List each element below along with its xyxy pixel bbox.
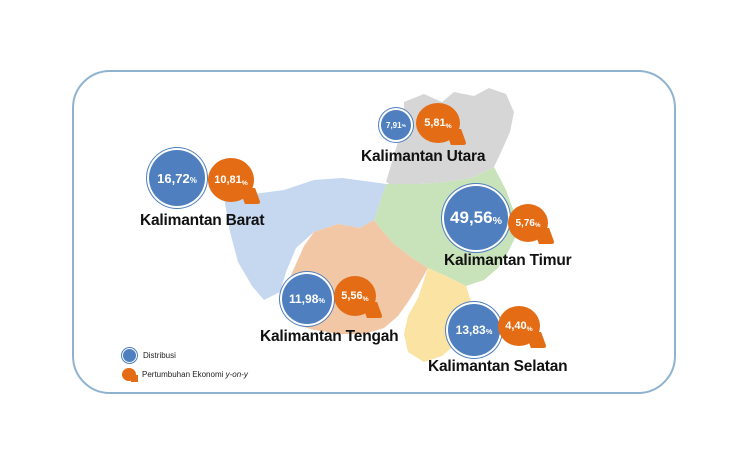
legend-pertumbuhan-icon: [122, 368, 138, 382]
growth-value-kalimantan-selatan: 4,40: [505, 320, 527, 332]
percent-sign: %: [526, 325, 533, 333]
percent-sign: %: [362, 295, 369, 303]
growth-value-kalimantan-tengah: 5,56: [341, 290, 363, 302]
growth-marker-kalimantan-selatan: 4,40%: [498, 306, 540, 346]
growth-marker-kalimantan-utara: 5,81%: [416, 103, 460, 143]
distribution-bubble-kalimantan-tengah: 11,98%: [282, 274, 332, 324]
region-label-kalimantan-utara: Kalimantan Utara: [361, 148, 486, 165]
distribution-bubble-kalimantan-utara: 7,91%: [381, 110, 411, 140]
legend-distribusi: Distribusi: [122, 348, 176, 363]
distribution-value-kalimantan-utara: 7,91: [386, 120, 402, 130]
growth-marker-kalimantan-tengah: 5,56%: [334, 276, 376, 316]
growth-value-kalimantan-barat: 10,81: [214, 174, 242, 186]
percent-sign: %: [318, 296, 325, 306]
percent-sign: %: [492, 214, 502, 227]
legend-pertumbuhan: Pertumbuhan Ekonomi y-on-y: [122, 368, 248, 382]
legend-pertumbuhan-italic: y-on-y: [225, 370, 248, 379]
legend-pertumbuhan-prefix: Pertumbuhan Ekonomi: [142, 370, 226, 379]
growth-marker-kalimantan-barat: 10,81%: [208, 158, 254, 202]
distribution-bubble-kalimantan-timur: 49,56%: [444, 186, 508, 250]
distribution-bubble-kalimantan-selatan: 13,83%: [448, 304, 500, 356]
region-shape-kalimantan-barat[interactable]: [224, 178, 386, 300]
growth-value-kalimantan-timur: 5,76: [515, 217, 535, 229]
percent-sign: %: [401, 123, 406, 129]
region-label-kalimantan-timur: Kalimantan Timur: [444, 252, 572, 269]
legend-pertumbuhan-label: Pertumbuhan Ekonomi y-on-y: [142, 370, 248, 379]
percent-sign: %: [445, 122, 452, 130]
percent-sign: %: [241, 179, 248, 187]
map-frame: 7,91% 5,81% Kalimantan Utara 16,72% 10,8…: [72, 70, 676, 394]
percent-sign: %: [485, 327, 493, 337]
growth-marker-kalimantan-timur: 5,76%: [508, 204, 548, 242]
region-label-kalimantan-barat: Kalimantan Barat: [140, 212, 265, 229]
legend-distribusi-label: Distribusi: [143, 351, 176, 360]
region-label-kalimantan-selatan: Kalimantan Selatan: [428, 358, 568, 375]
percent-sign: %: [534, 222, 541, 230]
distribution-value-kalimantan-tengah: 11,98: [289, 292, 319, 306]
distribution-value-kalimantan-selatan: 13,83: [455, 323, 486, 337]
distribution-value-kalimantan-timur: 49,56: [450, 208, 493, 227]
distribution-bubble-kalimantan-barat: 16,72%: [149, 150, 205, 206]
distribution-value-kalimantan-barat: 16,72: [157, 170, 190, 186]
growth-value-kalimantan-utara: 5,81: [424, 117, 446, 129]
region-label-kalimantan-tengah: Kalimantan Tengah: [260, 328, 399, 345]
percent-sign: %: [189, 175, 197, 185]
legend-distribusi-icon: [122, 348, 137, 363]
